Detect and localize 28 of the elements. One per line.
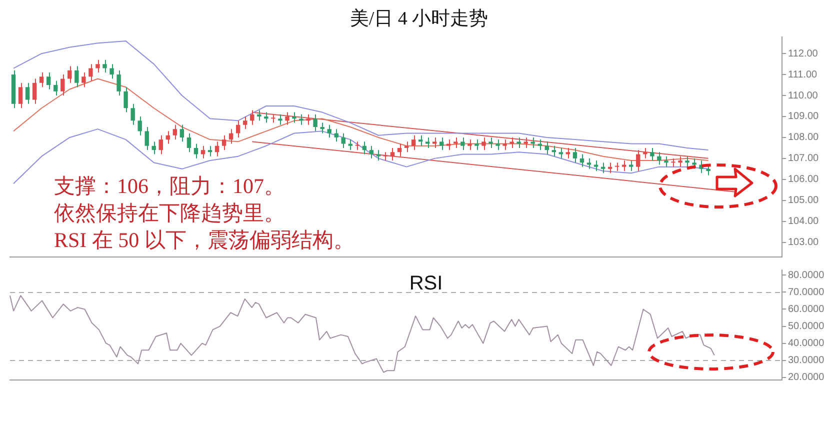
y-tick-label: 109.00	[788, 111, 820, 122]
annotation: RSI 在 50 以下，震荡偏弱结构。	[54, 228, 354, 252]
candlestick	[454, 136, 458, 148]
candlestick	[530, 136, 535, 148]
chart-title: 美/日 4 小时走势	[350, 7, 488, 30]
y-tick-label: 60.0000	[788, 304, 825, 315]
y-tick-label: 103.00	[788, 237, 820, 248]
y-tick-label: 30.0000	[788, 355, 825, 366]
y-tick-label: 104.00	[788, 216, 820, 228]
chart-title: RSI	[409, 272, 443, 295]
y-tick-label: 107.00	[788, 153, 820, 164]
y-tick-label: 110.00	[788, 90, 818, 102]
y-tick-label: 80.0000	[788, 270, 825, 281]
candlestick	[516, 136, 521, 148]
y-tick-label: 106.00	[788, 174, 820, 186]
y-tick-label: 70.0000	[788, 286, 825, 298]
y-tick-label: 40.0000	[788, 338, 825, 350]
annotation: 支撑：106，阻力：107。	[54, 174, 285, 198]
y-tick-label: 112.00	[788, 48, 818, 60]
candlestick	[488, 136, 493, 148]
annotation: 依然保持在下降趋势里。	[54, 201, 285, 225]
y-tick-label: 108.00	[788, 132, 820, 144]
y-tick-label: 50.0000	[788, 321, 825, 332]
y-tick-label: 20.0000	[788, 372, 825, 384]
y-tick-label: 111.00	[788, 69, 818, 80]
candlestick	[510, 136, 514, 148]
y-tick-label: 105.00	[788, 195, 820, 206]
candlestick	[524, 136, 528, 148]
